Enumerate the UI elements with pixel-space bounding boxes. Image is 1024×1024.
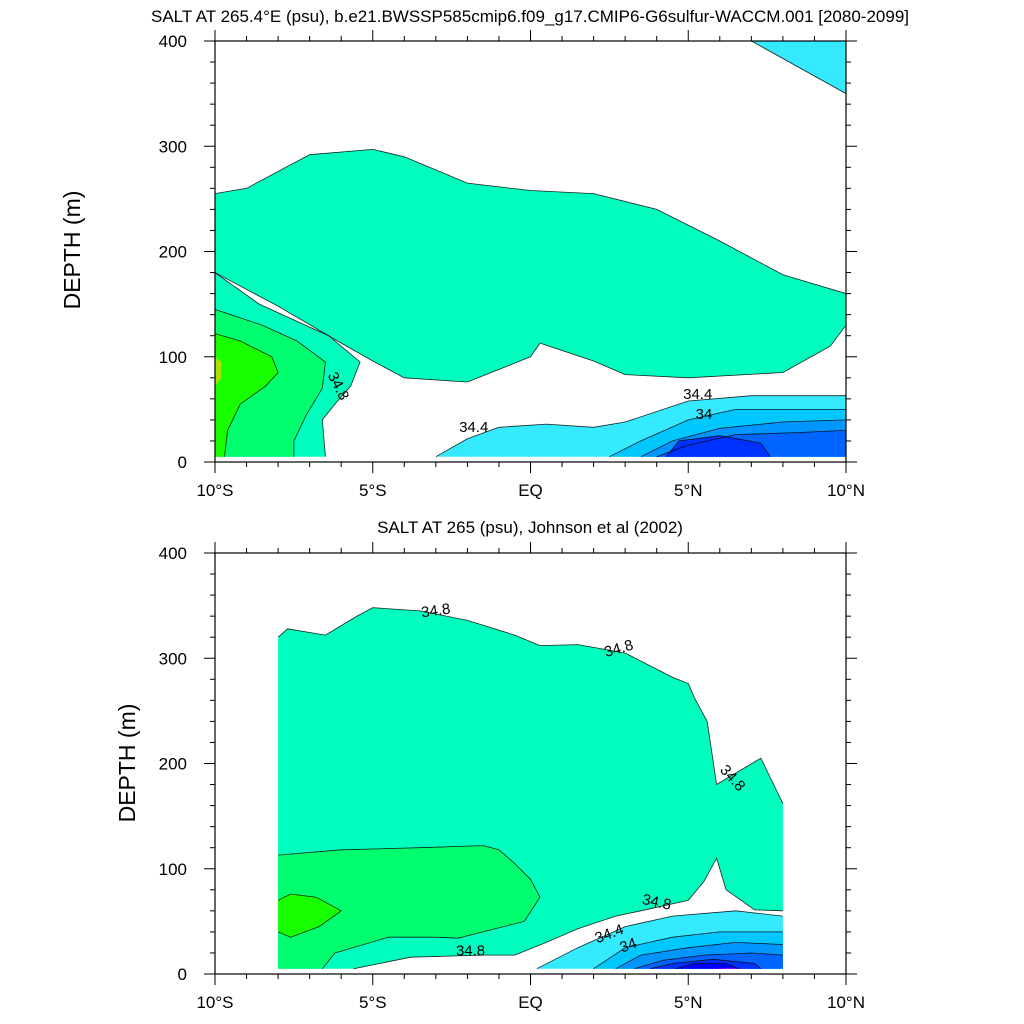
contour-line: [353, 857, 783, 970]
contour-label: 34.4: [459, 419, 488, 436]
contour-line: [435, 395, 846, 458]
y-tick-label: 200: [159, 755, 187, 774]
contour-line: [215, 272, 361, 457]
x-tick-label: 5°N: [674, 481, 703, 500]
contour-line: [675, 963, 739, 970]
contour-label: 34.8: [641, 891, 673, 914]
chart-panel-observations: SALT AT 265 (psu), Johnson et al (2002) …: [114, 518, 865, 1012]
chart-title: SALT AT 265 (psu), Johnson et al (2002): [377, 518, 683, 537]
x-tick-label: EQ: [518, 481, 543, 500]
contour-line: [215, 333, 279, 457]
contour-line: [215, 148, 846, 294]
y-tick-label: 0: [178, 453, 187, 472]
contour-fill-region: [278, 845, 540, 969]
y-tick-label: 400: [159, 544, 187, 563]
contour-label: 34.4: [683, 386, 712, 403]
contour-line: [278, 845, 541, 969]
x-tick-label: 5°S: [359, 481, 387, 500]
chart-title: SALT AT 265.4°E (psu), b.e21.BWSSP585cmi…: [151, 7, 909, 26]
contour-line: [650, 958, 762, 970]
contour-line: [277, 893, 342, 938]
contour-label: 34: [618, 935, 639, 957]
contour-line: [751, 41, 846, 94]
contour-fill-region: [215, 356, 222, 387]
contour-line: [215, 309, 326, 457]
x-tick-label: EQ: [518, 993, 543, 1012]
y-tick-label: 100: [159, 860, 187, 879]
y-tick-label: 400: [159, 32, 187, 51]
chart-panel-model: SALT AT 265.4°E (psu), b.e21.BWSSP585cmi…: [59, 7, 909, 500]
y-axis-label: DEPTH (m): [59, 191, 85, 310]
x-tick-label: 10°S: [196, 993, 233, 1012]
contour-fill-region: [666, 435, 771, 457]
contour-line: [656, 430, 846, 458]
contour-label: 34.8: [456, 942, 485, 959]
x-tick-label: 10°S: [196, 481, 233, 500]
y-tick-label: 100: [159, 348, 187, 367]
contour-fill-region: [710, 967, 745, 969]
y-axis-label: DEPTH (m): [114, 704, 140, 823]
contour-line: [536, 910, 783, 970]
x-tick-label: 5°S: [359, 993, 387, 1012]
contour-line: [609, 408, 846, 458]
x-tick-label: 10°N: [827, 481, 865, 500]
x-tick-label: 10°N: [827, 993, 865, 1012]
y-tick-label: 300: [159, 137, 187, 156]
contour-label: 34.8: [420, 600, 451, 621]
contour-line: [593, 931, 783, 970]
contour-label: 34: [696, 406, 713, 423]
contour-line: [615, 941, 783, 970]
x-tick-label: 5°N: [674, 993, 703, 1012]
y-tick-label: 300: [159, 649, 187, 668]
plot-area: [215, 41, 846, 458]
contour-line: [277, 607, 784, 804]
plot-area: [277, 607, 784, 970]
contour-fill-region: [675, 963, 739, 969]
contour-fill-region: [278, 894, 342, 938]
contour-line: [215, 272, 846, 383]
contour-line: [634, 952, 783, 970]
contour-line: [640, 419, 846, 458]
y-tick-label: 200: [159, 243, 187, 262]
contour-fill-region: [215, 149, 846, 382]
contour-fill-region: [215, 333, 279, 457]
contour-line: [665, 435, 771, 457]
y-tick-label: 0: [178, 965, 187, 984]
